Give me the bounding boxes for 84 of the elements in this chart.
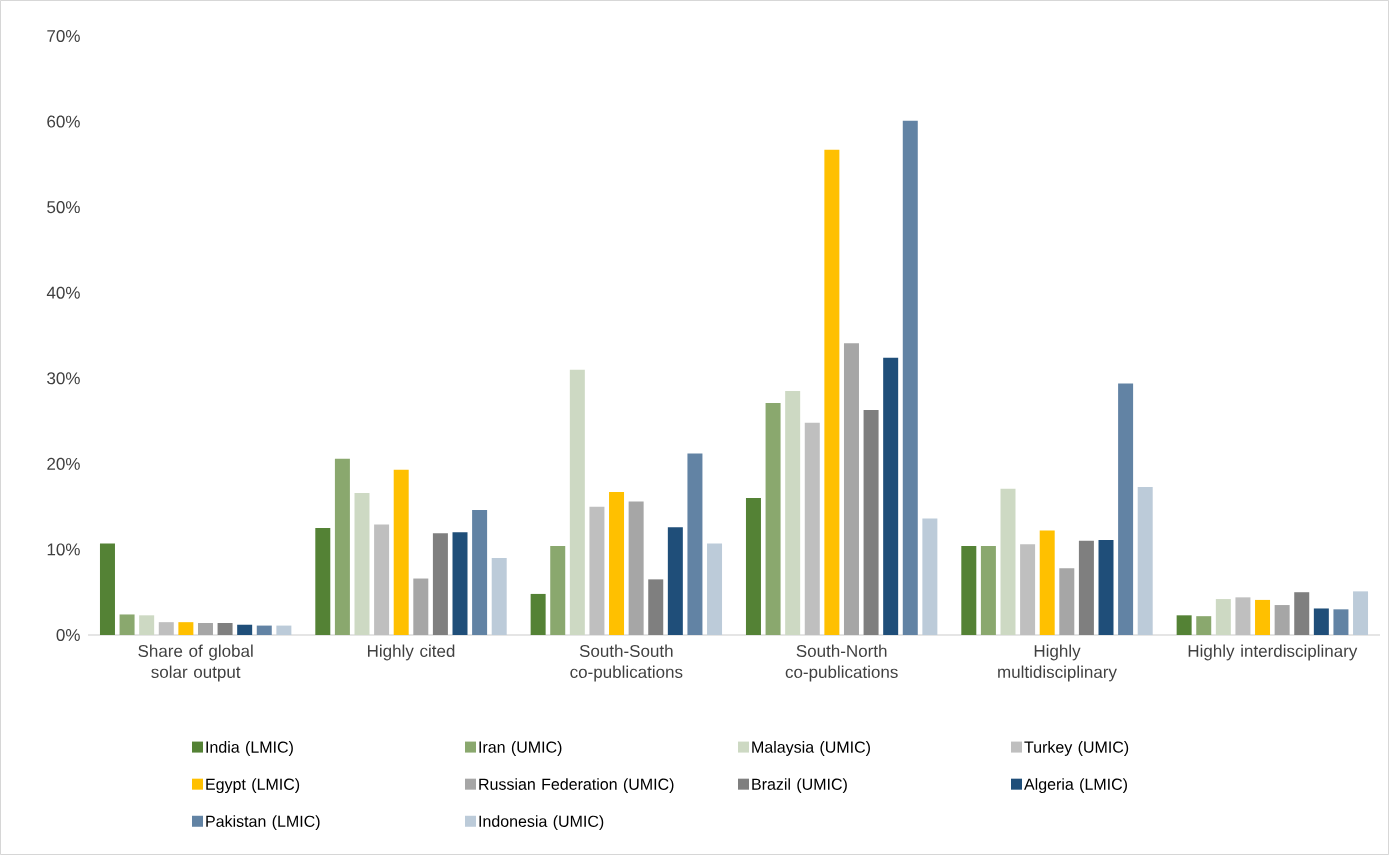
bar — [276, 625, 292, 635]
bar — [1176, 615, 1192, 635]
legend-label: Turkey (UMIC) — [1024, 741, 1129, 756]
bar — [452, 532, 468, 635]
bar — [1059, 568, 1075, 635]
y-tick-label: 30% — [47, 372, 80, 385]
bar — [785, 391, 801, 635]
bar — [256, 625, 272, 635]
legend-label: Iran (UMIC) — [479, 741, 562, 756]
bar — [980, 546, 996, 635]
bar — [530, 593, 546, 635]
y-tick-label: 60% — [47, 115, 80, 128]
bar — [1098, 540, 1114, 635]
bar — [1137, 486, 1153, 635]
bar — [315, 528, 331, 635]
bar — [139, 615, 155, 635]
bar — [569, 369, 585, 635]
bar — [1235, 597, 1251, 635]
bar — [824, 149, 840, 635]
x-tick-label: Highly interdisciplinary — [1188, 644, 1358, 661]
bar — [765, 403, 781, 635]
bar — [1118, 383, 1134, 635]
bar — [158, 622, 174, 635]
legend-label: India (LMIC) — [206, 741, 293, 756]
bar — [178, 622, 194, 635]
bar — [1274, 605, 1290, 635]
bar — [1333, 609, 1349, 635]
legend-label: Malaysia (UMIC) — [752, 741, 870, 756]
bar — [804, 422, 820, 635]
y-tick-label: 0% — [56, 628, 80, 642]
bar — [374, 524, 390, 635]
legend-label: Algeria (LMIC) — [1024, 778, 1127, 794]
legend-label: Brazil (UMIC) — [752, 778, 847, 794]
legend-label: Russian Federation (UMIC) — [479, 778, 674, 794]
bar — [707, 543, 723, 635]
bar — [393, 469, 409, 635]
bar — [1039, 530, 1055, 635]
bar — [550, 546, 566, 635]
bar — [628, 501, 644, 635]
bar — [119, 614, 135, 635]
y-tick-label: 50% — [47, 201, 80, 214]
bar — [589, 506, 605, 635]
bar — [1020, 544, 1036, 635]
y-tick-label: 40% — [46, 286, 80, 299]
x-tick-label: Highly cited — [367, 644, 455, 661]
legend-label: Pakistan (LMIC) — [206, 815, 320, 831]
x-tick-label: South-South co-publications — [570, 644, 683, 682]
bar — [1255, 599, 1271, 635]
bar — [413, 578, 429, 635]
bar — [217, 623, 233, 635]
x-tick-label: Share of global solar output — [138, 644, 253, 682]
legend-label: Indonesia (UMIC) — [479, 815, 604, 831]
bar — [667, 527, 683, 635]
bar — [745, 498, 761, 635]
legend-label: Egypt (LMIC) — [206, 778, 300, 794]
x-tick-label: South-North co-publications — [785, 644, 898, 682]
bar — [237, 624, 253, 635]
bar — [491, 557, 507, 635]
bar — [883, 357, 899, 635]
bar — [902, 120, 918, 635]
bar — [432, 533, 448, 635]
y-tick-label: 70% — [47, 29, 80, 43]
bar — [99, 543, 115, 635]
bar — [1215, 599, 1231, 635]
bar — [472, 510, 488, 635]
bar — [863, 409, 879, 635]
bar — [922, 518, 938, 635]
bar — [687, 453, 703, 635]
bar — [609, 492, 625, 635]
bar — [354, 492, 370, 635]
y-tick-label: 10% — [47, 543, 80, 556]
bar — [334, 458, 350, 635]
bar — [1313, 608, 1329, 635]
bar — [1294, 592, 1310, 635]
x-tick-label: Highly multidisciplinary — [998, 644, 1117, 682]
bar — [1078, 540, 1094, 635]
bar — [1353, 591, 1369, 635]
bar — [961, 546, 977, 635]
bar — [843, 343, 859, 635]
y-tick-label: 20% — [47, 457, 80, 470]
bar — [197, 623, 213, 635]
bar — [1000, 488, 1016, 635]
bar — [1196, 616, 1212, 635]
bar — [648, 579, 664, 635]
